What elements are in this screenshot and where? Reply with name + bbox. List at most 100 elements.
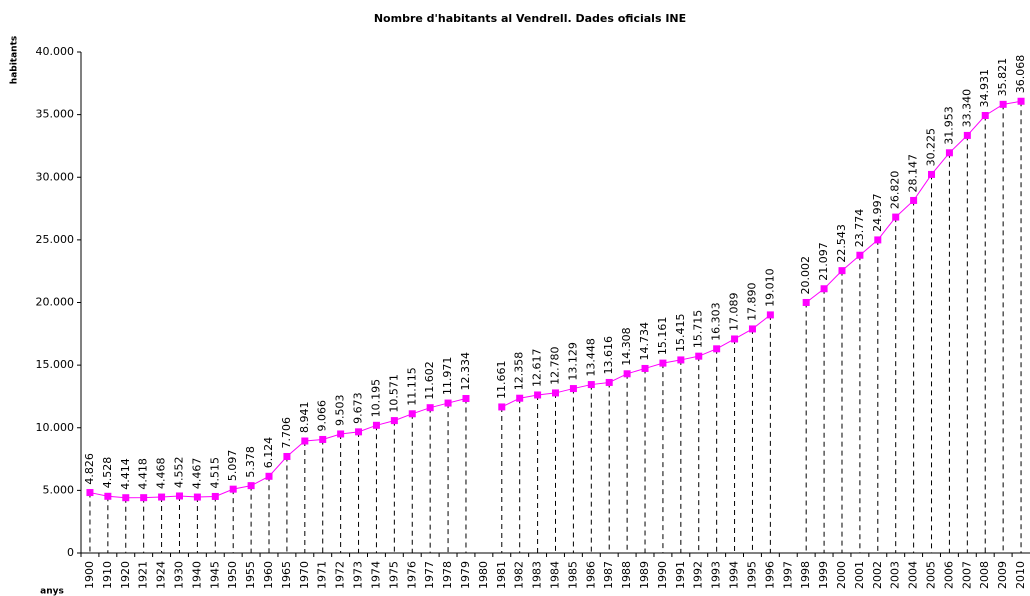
value-label: 19.010: [763, 268, 776, 307]
y-tick-label: 40.000: [36, 45, 75, 58]
point: [713, 345, 721, 353]
point: [587, 381, 595, 389]
x-tick-label: 1910: [101, 561, 114, 589]
value-label: 4.515: [208, 457, 221, 489]
point: [372, 421, 380, 429]
point: [748, 325, 756, 333]
value-label: 17.890: [745, 282, 758, 321]
x-tick-label: 2006: [942, 561, 955, 589]
x-tick-label: 1997: [781, 561, 794, 589]
x-tick-label: 1970: [298, 561, 311, 589]
x-tick-label: 1965: [280, 561, 293, 589]
value-label: 10.571: [387, 374, 400, 413]
value-label: 14.308: [620, 327, 633, 366]
point: [86, 489, 94, 497]
x-tick-label: 2007: [960, 561, 973, 589]
point: [444, 399, 452, 407]
point: [516, 394, 524, 402]
x-tick-label: 1921: [137, 561, 150, 589]
point: [265, 472, 273, 480]
point: [140, 494, 148, 502]
value-label: 13.129: [566, 342, 579, 381]
x-tick-label: 1971: [316, 561, 329, 589]
x-tick-label: 1986: [584, 561, 597, 589]
value-label: 22.543: [835, 224, 848, 263]
x-tick-label: 2002: [871, 561, 884, 589]
x-tick-label: 1980: [477, 561, 490, 589]
x-tick-label: 1955: [244, 561, 257, 589]
x-tick-label: 1973: [352, 561, 365, 589]
value-label: 4.467: [190, 458, 203, 490]
value-label: 12.334: [459, 352, 472, 391]
x-tick-label: 1950: [226, 561, 239, 589]
y-tick-label: 0: [67, 546, 74, 559]
point: [963, 131, 971, 139]
value-label: 11.602: [423, 361, 436, 400]
point: [355, 428, 363, 436]
point: [838, 267, 846, 275]
value-label: 17.089: [728, 292, 741, 331]
point: [731, 335, 739, 343]
point: [175, 492, 183, 500]
point: [999, 100, 1007, 108]
point: [802, 298, 810, 306]
value-label: 11.971: [441, 357, 454, 396]
y-tick-label: 15.000: [36, 358, 75, 371]
value-label: 12.358: [513, 352, 526, 391]
value-label: 4.552: [172, 456, 185, 488]
value-label: 4.418: [137, 458, 150, 490]
x-tick-label: 1998: [799, 561, 812, 589]
x-tick-label: 1992: [692, 561, 705, 589]
point: [677, 356, 685, 364]
x-tick-label: 1979: [459, 561, 472, 589]
value-label: 5.097: [226, 450, 239, 482]
x-tick-label: 2009: [996, 561, 1009, 589]
x-tick-label: 2000: [835, 561, 848, 589]
value-label: 16.303: [710, 302, 723, 341]
x-tick-label: 1995: [745, 561, 758, 589]
x-tick-label: 1984: [549, 561, 562, 589]
x-tick-label: 2003: [889, 561, 902, 589]
value-label: 5.378: [244, 446, 257, 478]
value-label: 28.147: [907, 154, 920, 193]
value-label: 11.115: [405, 367, 418, 406]
point: [659, 359, 667, 367]
value-label: 20.002: [799, 256, 812, 295]
point: [820, 285, 828, 293]
point: [641, 364, 649, 372]
x-tick-label: 1991: [674, 561, 687, 589]
value-label: 7.706: [280, 417, 293, 449]
point: [301, 437, 309, 445]
x-tick-label: 1972: [334, 561, 347, 589]
x-tick-label: 2010: [1014, 561, 1027, 589]
x-tick-label: 1974: [369, 561, 382, 589]
point: [874, 236, 882, 244]
y-tick-label: 20.000: [36, 296, 75, 309]
point: [552, 389, 559, 397]
value-label: 15.715: [692, 310, 705, 349]
value-label: 31.953: [942, 106, 955, 145]
x-tick-label: 1996: [763, 561, 776, 589]
value-label: 8.941: [298, 402, 311, 434]
point: [158, 493, 166, 501]
x-tick-label: 1994: [728, 561, 741, 589]
y-axis-title: habitants: [10, 36, 20, 84]
point: [498, 403, 506, 411]
x-tick-label: 1977: [423, 561, 436, 589]
x-tick-label: 1978: [441, 561, 454, 589]
point: [462, 395, 470, 403]
x-tick-label: 1976: [405, 561, 418, 589]
point: [193, 493, 201, 501]
x-tick-label: 1983: [531, 561, 544, 589]
point: [910, 196, 918, 204]
x-tick-label: 1930: [172, 561, 185, 589]
value-label: 15.415: [674, 313, 687, 352]
x-tick-label: 2001: [853, 561, 866, 589]
value-label: 4.826: [83, 453, 96, 485]
x-tick-label: 1940: [190, 561, 203, 589]
point: [319, 435, 327, 443]
value-label: 6.124: [262, 437, 275, 469]
value-label: 21.097: [817, 242, 830, 281]
point: [426, 404, 434, 412]
